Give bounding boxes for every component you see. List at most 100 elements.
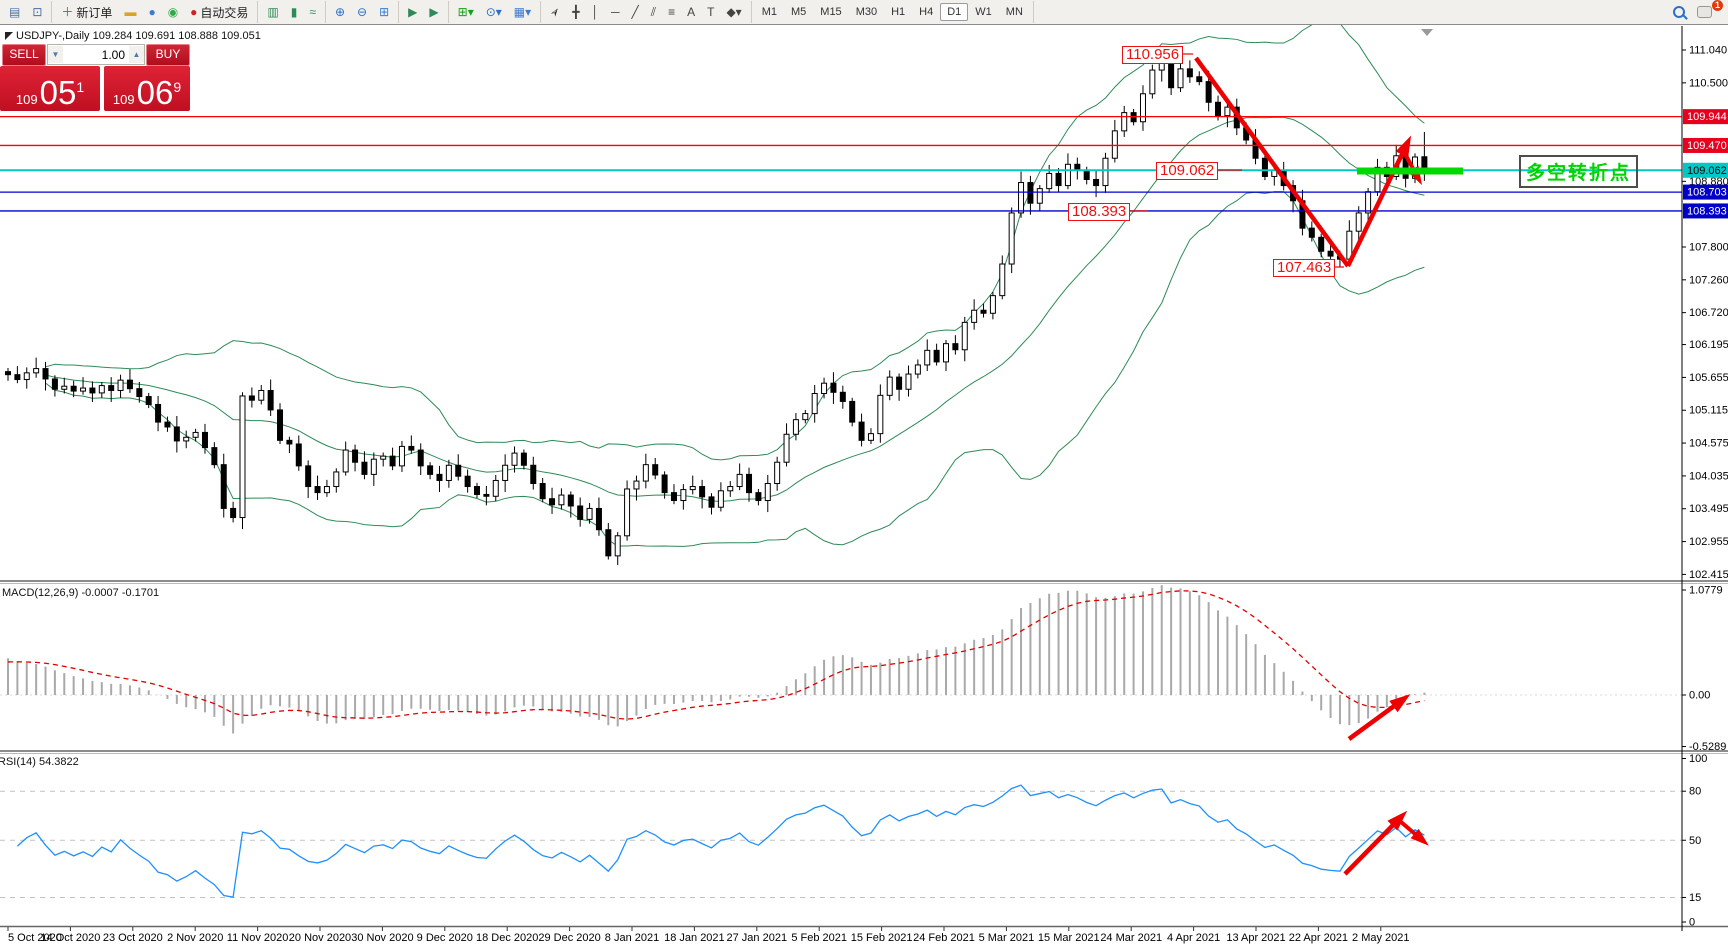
sell-price-prefix: 109 xyxy=(15,92,38,107)
timeframe-h1[interactable]: H1 xyxy=(891,6,906,18)
line-chart-icon[interactable]: ≈ xyxy=(309,5,316,19)
timeframe-w1[interactable]: W1 xyxy=(975,6,992,18)
signals-icon[interactable]: ◉ xyxy=(167,5,179,19)
chart-window-icon[interactable]: ▤ xyxy=(9,5,21,19)
macd-panel xyxy=(0,580,1728,734)
gold-icon[interactable]: ▬ xyxy=(124,5,137,19)
svg-text:11 Nov 2020: 11 Nov 2020 xyxy=(227,932,289,944)
volume-value[interactable]: 1.00 xyxy=(101,47,125,62)
sell-price-quote[interactable]: 109 05 1 xyxy=(0,66,100,111)
svg-text:22 Apr 2021: 22 Apr 2021 xyxy=(1289,932,1348,944)
toolbar-group-chart-type: ▥ ▮ ≈ xyxy=(258,1,326,23)
svg-text:109.944: 109.944 xyxy=(1687,111,1727,123)
svg-text:15 Mar 2021: 15 Mar 2021 xyxy=(1038,932,1100,944)
fibonacci-icon[interactable]: ≡ xyxy=(668,5,676,19)
toolbar-group-right: 1 xyxy=(1664,0,1728,23)
buy-price-big: 06 xyxy=(136,74,174,111)
cursor-icon[interactable]: ➢ xyxy=(546,3,564,21)
autotrade-button[interactable]: ● 自动交易 xyxy=(190,5,249,20)
svg-text:29 Dec 2020: 29 Dec 2020 xyxy=(538,932,600,944)
new-chart-dropdown[interactable]: ⊞▾ xyxy=(457,5,474,19)
pivot-note-text[interactable]: 多空转折点 xyxy=(1519,155,1639,188)
chart-window[interactable]: 111.040 110.500 108.880 107.800 107.260 106.7… xyxy=(0,25,1728,947)
timeframe-m15[interactable]: M15 xyxy=(820,6,842,18)
svg-text:80: 80 xyxy=(1689,786,1701,798)
macd-indicator-label: MACD(12,26,9) -0.0007 -0.1701 xyxy=(2,587,160,599)
svg-text:105.655: 105.655 xyxy=(1689,372,1728,384)
svg-text:2 May 2021: 2 May 2021 xyxy=(1352,932,1409,944)
svg-text:0: 0 xyxy=(1689,917,1695,929)
profile-preview-icon[interactable]: ⊡ xyxy=(32,5,43,19)
svg-text:111.040: 111.040 xyxy=(1689,45,1727,57)
crosshair-icon[interactable]: ╋ xyxy=(572,5,580,19)
svg-text:13 Apr 2021: 13 Apr 2021 xyxy=(1226,932,1285,944)
svg-text:18 Dec 2020: 18 Dec 2020 xyxy=(476,932,538,944)
sell-button[interactable]: SELL xyxy=(2,44,46,66)
svg-text:5 Oct 2020: 5 Oct 2020 xyxy=(8,932,62,944)
price-label-109062[interactable]: 109.062 xyxy=(1156,162,1219,180)
toolbar-group-zoom: ⊕ ⊖ ⊞ xyxy=(326,1,400,23)
toolbar-group-line-studies: ➢ ╋ │ ─ ╱ ⫽ ≡ A T ◆▾ xyxy=(541,1,752,23)
text-label-icon[interactable]: T xyxy=(707,5,715,19)
buy-price-quote[interactable]: 109 06 9 xyxy=(104,66,190,111)
svg-text:1.0779: 1.0779 xyxy=(1689,585,1723,597)
volume-stepper[interactable]: ▼ 1.00 ▲ xyxy=(47,44,145,65)
toolbar-group-dropdowns: ⊞▾ ⊙▾ ▦▾ xyxy=(449,1,542,23)
svg-text:100: 100 xyxy=(1689,753,1707,765)
svg-text:5 Mar 2021: 5 Mar 2021 xyxy=(979,932,1035,944)
toolbar-group-trading: ＋新订单 ▬ ● ◉ ● 自动交易 xyxy=(52,1,259,23)
trendline-icon[interactable]: ╱ xyxy=(631,5,639,19)
toolbar-group-windows: ▤ ⊡ xyxy=(0,1,53,23)
notifications-icon[interactable]: 1 xyxy=(1692,0,1723,20)
svg-text:104.035: 104.035 xyxy=(1689,470,1728,482)
timeframe-d1[interactable]: D1 xyxy=(940,3,969,21)
sell-price-sup: 1 xyxy=(76,79,85,95)
vertical-line-icon[interactable]: │ xyxy=(591,5,599,19)
buy-button[interactable]: BUY xyxy=(146,44,190,66)
chart-shift-icon[interactable]: ▶ xyxy=(429,5,439,19)
notification-badge: 1 xyxy=(1712,0,1723,11)
price-label-110956[interactable]: 110.956 xyxy=(1122,46,1184,64)
one-click-trading-panel: SELL ▼ 1.00 ▲ BUY 109 05 1 109 06 9 xyxy=(0,44,192,111)
horizontal-level-lines[interactable] xyxy=(0,115,1682,212)
tile-windows-icon[interactable]: ⊞ xyxy=(379,5,390,19)
zoom-out-icon[interactable]: ⊖ xyxy=(357,5,368,19)
price-label-108393[interactable]: 108.393 xyxy=(1068,203,1131,221)
community-icon[interactable]: ● xyxy=(148,5,156,19)
svg-text:20 Nov 2020: 20 Nov 2020 xyxy=(289,932,351,944)
svg-text:106.720: 106.720 xyxy=(1689,307,1728,319)
volume-up-icon[interactable]: ▲ xyxy=(129,46,144,63)
timeframe-mn[interactable]: MN xyxy=(1005,6,1023,18)
candlestick-icon[interactable]: ▮ xyxy=(290,5,298,19)
svg-text:109.062: 109.062 xyxy=(1687,165,1727,177)
timeframe-m5[interactable]: M5 xyxy=(791,6,807,18)
periods-dropdown[interactable]: ⊙▾ xyxy=(485,5,502,19)
svg-text:108.393: 108.393 xyxy=(1687,205,1727,217)
svg-text:106.195: 106.195 xyxy=(1689,339,1728,351)
chart-corner-arrow-icon[interactable] xyxy=(5,32,13,40)
arrows-dropdown[interactable]: ◆▾ xyxy=(726,5,742,19)
templates-dropdown[interactable]: ▦▾ xyxy=(513,5,532,19)
search-icon[interactable] xyxy=(1668,4,1690,20)
new-order-button[interactable]: ＋新订单 xyxy=(61,5,113,20)
bar-chart-icon[interactable]: ▥ xyxy=(267,5,279,19)
channel-icon[interactable]: ⫽ xyxy=(650,5,657,19)
svg-text:110.500: 110.500 xyxy=(1689,77,1728,89)
price-label-107463[interactable]: 107.463 xyxy=(1273,259,1336,277)
zoom-in-icon[interactable]: ⊕ xyxy=(334,5,346,19)
timeframe-m1[interactable]: M1 xyxy=(761,6,777,18)
symbol-quote-line: USDJPY-,Daily 109.284 109.691 108.888 10… xyxy=(16,30,261,42)
horizontal-line-icon[interactable]: ─ xyxy=(610,5,620,19)
svg-text:23 Oct 2020: 23 Oct 2020 xyxy=(103,932,163,944)
svg-text:104.575: 104.575 xyxy=(1689,438,1728,450)
annotation-drawings[interactable] xyxy=(1126,29,1463,876)
chart-canvas[interactable]: 111.040110.500108.880107.800107.260106.7… xyxy=(0,25,1728,947)
volume-down-icon[interactable]: ▼ xyxy=(48,46,63,63)
svg-text:105.115: 105.115 xyxy=(1689,405,1728,417)
svg-text:-0.5289: -0.5289 xyxy=(1689,741,1726,753)
text-icon[interactable]: A xyxy=(687,5,696,19)
timeframe-h4[interactable]: H4 xyxy=(919,6,934,18)
auto-scroll-icon[interactable]: ▶ xyxy=(408,5,418,19)
rsi-panel xyxy=(0,750,1728,928)
timeframe-m30[interactable]: M30 xyxy=(855,6,878,18)
